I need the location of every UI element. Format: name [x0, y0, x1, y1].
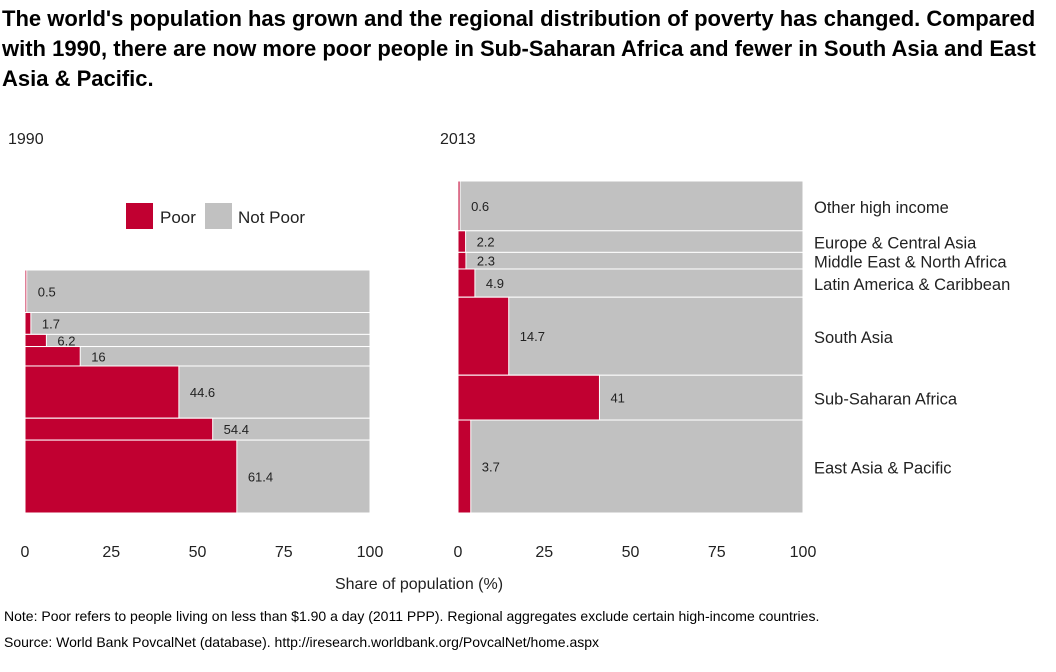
- data-label-2013-sub-saharan-africa: 41: [610, 391, 624, 406]
- category-label-east-asia-pacific: East Asia & Pacific: [814, 460, 952, 478]
- data-label-1990-middle-east-north-africa: 6.2: [57, 333, 75, 348]
- x-tick-2013-25: 25: [535, 544, 553, 561]
- bar-poor-2013-east-asia-pacific: [457, 419, 472, 514]
- bar-notpoor-1990-middle-east-north-africa: [24, 333, 371, 348]
- category-label-south-asia: South Asia: [814, 329, 894, 347]
- bar-poor-1990-other-high-income: [24, 269, 28, 314]
- bar-notpoor-2013-middle-east-north-africa: [457, 251, 804, 270]
- bar-poor-1990-sub-saharan-africa: [24, 417, 214, 441]
- bar-poor-2013-sub-saharan-africa: [457, 374, 600, 421]
- data-label-1990-south-asia: 44.6: [190, 385, 215, 400]
- data-label-1990-sub-saharan-africa: 54.4: [224, 422, 249, 437]
- data-label-1990-east-asia-pacific: 61.4: [248, 470, 273, 485]
- bar-notpoor-1990-other-high-income: [24, 269, 371, 314]
- bar-poor-1990-middle-east-north-africa: [24, 333, 47, 348]
- x-tick-2013-100: 100: [790, 544, 817, 561]
- panel-label-1990: 1990: [8, 131, 44, 148]
- chart-title: The world's population has grown and the…: [2, 6, 1036, 91]
- chart-note: Note: Poor refers to people living on le…: [4, 608, 820, 624]
- data-label-2013-east-asia-pacific: 3.7: [482, 460, 500, 475]
- bar-notpoor-2013-europe-central-asia: [457, 230, 804, 253]
- x-axis-label: Share of population (%): [335, 576, 503, 593]
- bar-notpoor-2013-other-high-income: [457, 180, 804, 232]
- bar-poor-2013-middle-east-north-africa: [457, 251, 467, 270]
- data-label-1990-latin-america-caribbean: 16: [91, 349, 105, 364]
- data-label-2013-europe-central-asia: 2.2: [477, 235, 495, 250]
- x-tick-1990-100: 100: [357, 544, 384, 561]
- bar-poor-2013-south-asia: [457, 296, 510, 376]
- category-label-sub-saharan-africa: Sub-Saharan Africa: [814, 391, 958, 409]
- poverty-mekko-chart: 1990 0.5 1.7 6.2 16 44.6 54.4 61.4 0 25 50 75 100 201…: [8, 131, 1010, 593]
- x-tick-1990-25: 25: [102, 544, 120, 561]
- data-label-2013-south-asia: 14.7: [520, 329, 545, 344]
- category-label-middle-east-north-africa: Middle East & North Africa: [814, 254, 1007, 272]
- data-label-2013-middle-east-north-africa: 2.3: [477, 254, 495, 269]
- legend-label-not-poor: Not Poor: [238, 208, 305, 227]
- data-label-1990-other-high-income: 0.5: [38, 284, 56, 299]
- data-label-2013-other-high-income: 0.6: [471, 199, 489, 214]
- x-tick-2013-75: 75: [708, 544, 726, 561]
- bar-poor-2013-latin-america-caribbean: [457, 268, 476, 298]
- x-tick-1990-75: 75: [275, 544, 293, 561]
- category-label-europe-central-asia: Europe & Central Asia: [814, 235, 977, 253]
- panel-label-2013: 2013: [440, 131, 476, 148]
- bar-notpoor-1990-europe-central-asia: [24, 312, 371, 335]
- bar-poor-1990-east-asia-pacific: [24, 439, 238, 514]
- bar-poor-2013-other-high-income: [457, 180, 461, 232]
- bar-notpoor-2013-east-asia-pacific: [457, 419, 804, 514]
- bar-notpoor-2013-south-asia: [457, 296, 804, 376]
- category-label-latin-america-caribbean: Latin America & Caribbean: [814, 276, 1010, 294]
- bar-notpoor-2013-latin-america-caribbean: [457, 268, 804, 298]
- category-label-other-high-income: Other high income: [814, 199, 949, 217]
- chart-source: Source: World Bank PovcalNet (database).…: [4, 634, 600, 650]
- x-tick-1990-0: 0: [21, 544, 30, 561]
- legend-swatch-poor: [126, 203, 153, 229]
- bar-poor-2013-europe-central-asia: [457, 230, 467, 253]
- x-tick-2013-50: 50: [622, 544, 640, 561]
- bar-poor-1990-europe-central-asia: [24, 312, 32, 335]
- bar-poor-1990-south-asia: [24, 365, 180, 419]
- data-label-1990-europe-central-asia: 1.7: [42, 316, 60, 331]
- legend-label-poor: Poor: [160, 208, 196, 227]
- x-tick-2013-0: 0: [454, 544, 463, 561]
- data-label-2013-latin-america-caribbean: 4.9: [486, 276, 504, 291]
- bar-poor-1990-latin-america-caribbean: [24, 346, 81, 367]
- legend-swatch-not-poor: [205, 203, 232, 229]
- x-tick-1990-50: 50: [189, 544, 207, 561]
